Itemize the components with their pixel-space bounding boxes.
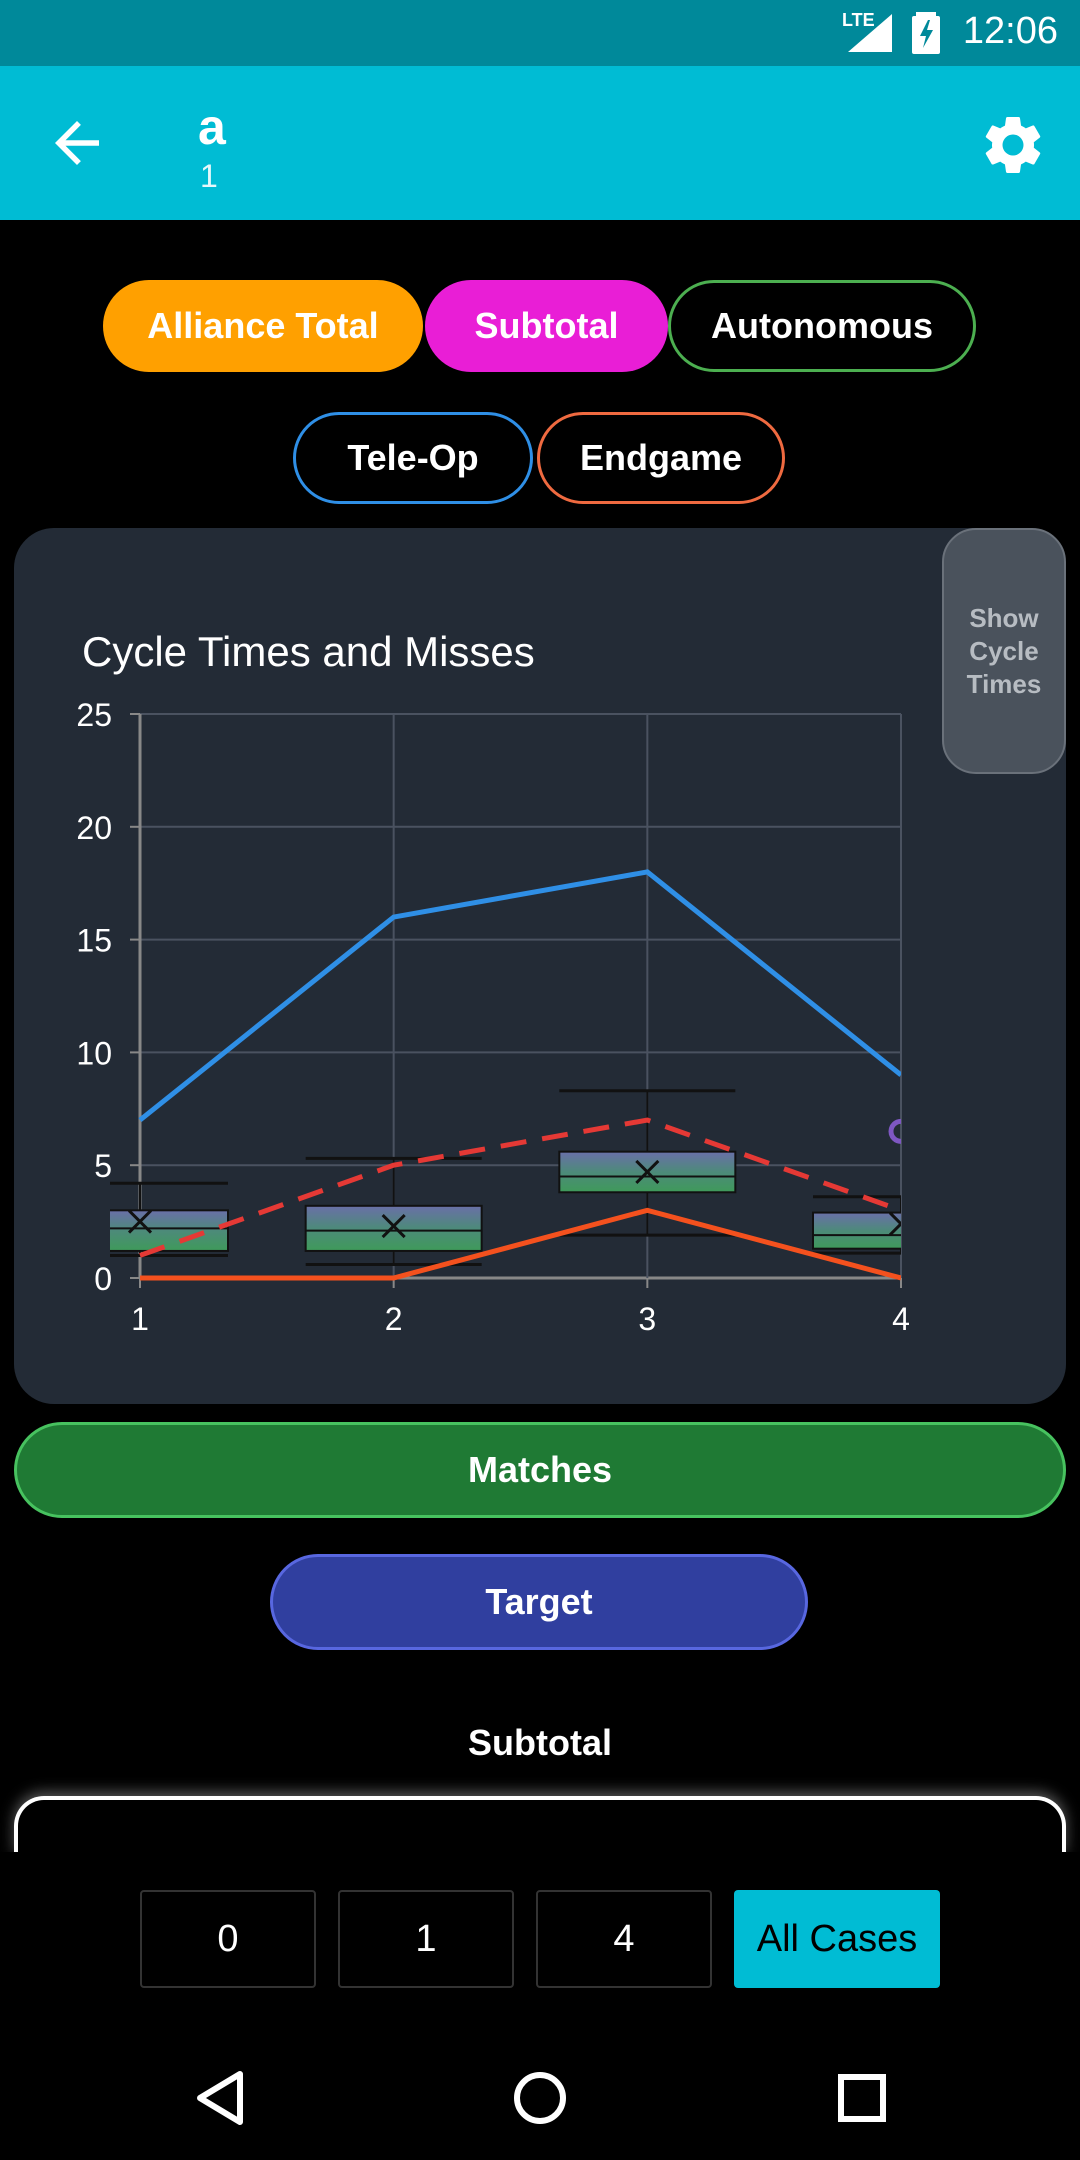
filter-alliance-total[interactable]: Alliance Total [103, 280, 423, 372]
filter-endgame[interactable]: Endgame [537, 412, 785, 504]
filter-tele-op[interactable]: Tele-Op [293, 412, 533, 504]
x-tick-label: 1 [131, 1301, 149, 1337]
box-mean-marker [127, 1209, 153, 1234]
y-tick-label: 15 [76, 923, 112, 959]
outlier-point [888, 1118, 901, 1144]
nav-back-icon[interactable] [192, 2068, 252, 2128]
y-tick-label: 5 [94, 1148, 112, 1184]
box-mean-marker [635, 1159, 660, 1185]
subtotal-card [14, 1796, 1066, 1856]
page-subtitle: 1 [200, 158, 218, 194]
x-tick-label: 4 [892, 1301, 910, 1337]
matches-button[interactable]: Matches [14, 1422, 1066, 1518]
tab-1[interactable]: 1 [338, 1890, 514, 1988]
box-body [304, 1204, 483, 1252]
x-tick-label: 3 [638, 1301, 656, 1337]
filter-autonomous[interactable]: Autonomous [668, 280, 976, 372]
chart-card [14, 528, 1066, 1404]
back-arrow-icon[interactable] [44, 110, 110, 176]
nav-home-icon[interactable] [510, 2068, 570, 2128]
battery-charging-icon [912, 12, 940, 54]
y-tick-label: 10 [76, 1035, 112, 1071]
network-label: LTE [842, 10, 875, 30]
box-mean-marker [381, 1214, 406, 1239]
box-body [812, 1211, 901, 1250]
target-button[interactable]: Target [270, 1554, 808, 1650]
chart-title: Cycle Times and Misses [82, 628, 535, 675]
series-line-red-dashed [139, 1117, 901, 1258]
series-line-blue [138, 869, 901, 1123]
y-tick-label: 0 [94, 1261, 112, 1297]
status-time: 12:06 [962, 10, 1058, 52]
gear-icon[interactable] [978, 110, 1048, 180]
tab-4[interactable]: 4 [536, 1890, 712, 1988]
tab-all-cases[interactable]: All Cases [734, 1890, 940, 1988]
tab-0[interactable]: 0 [140, 1890, 316, 1988]
app-bar: a 1 [0, 66, 1080, 220]
series-line-orange [140, 1207, 901, 1281]
box-body [110, 1209, 229, 1252]
nav-recents-icon[interactable] [832, 2068, 892, 2128]
status-bar: LTE 12:06 [0, 0, 1080, 66]
filter-subtotal[interactable]: Subtotal [425, 280, 668, 372]
y-tick-label: 25 [76, 697, 112, 733]
signal-icon [848, 14, 892, 52]
plot-area [110, 869, 901, 1281]
box-mean-marker [888, 1211, 901, 1236]
x-tick-label: 2 [385, 1301, 403, 1337]
cycle-times-chart: 0 5 10 15 20 25 1 2 3 4 [76, 697, 910, 1337]
section-label: Subtotal [468, 1722, 612, 1763]
show-cycle-times-button[interactable]: Show Cycle Times [942, 528, 1066, 774]
y-tick-label: 20 [76, 810, 112, 846]
navigation-bar [0, 2030, 1080, 2160]
page-title: a [198, 99, 226, 155]
